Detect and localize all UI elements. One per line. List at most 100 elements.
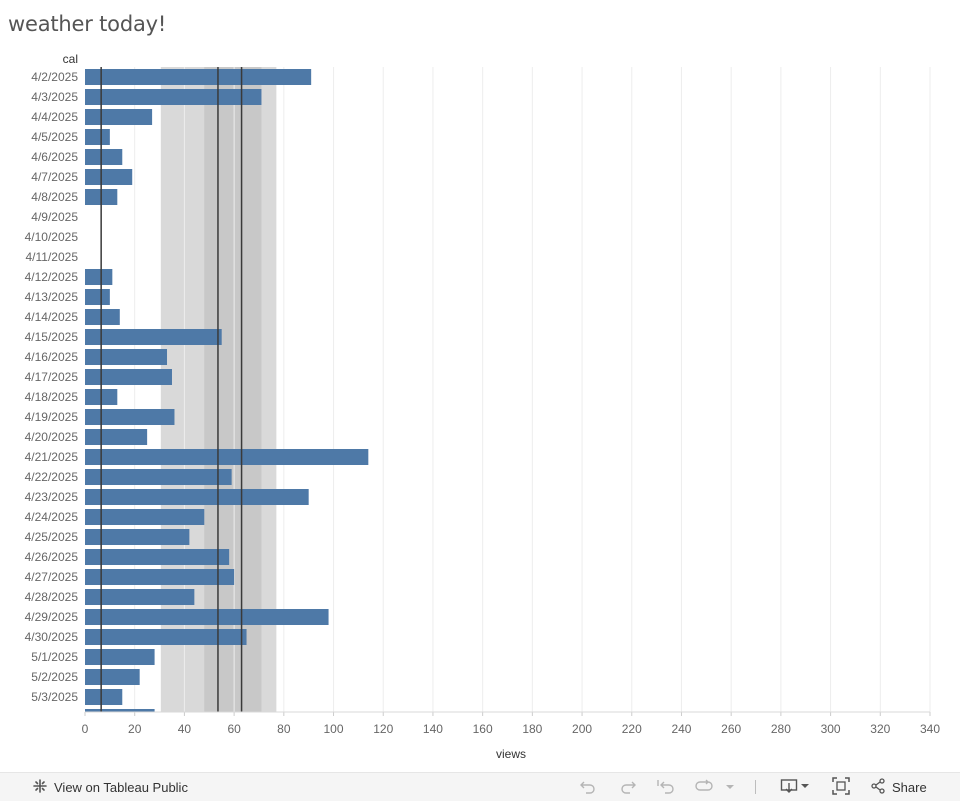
toolbar: View on Tableau Public bbox=[0, 772, 960, 801]
bar-chart: 4/2/2025 4/3/2025 4/4/2025 4/5/2025 4/6/2025… bbox=[25, 52, 941, 761]
x-tick-label-20: 20 bbox=[128, 722, 142, 736]
row-header: cal bbox=[63, 52, 78, 66]
bar-4/25/2025 bbox=[85, 529, 190, 545]
fullscreen-icon bbox=[832, 776, 850, 798]
redo-icon bbox=[618, 778, 638, 797]
x-tick-label-80: 80 bbox=[277, 722, 291, 736]
bar-4/23/2025 bbox=[85, 489, 309, 505]
bar-4/27/2025 bbox=[85, 569, 235, 585]
category-label-4/6/2025: 4/6/2025 bbox=[31, 150, 78, 164]
bar-4/24/2025 bbox=[85, 509, 205, 525]
x-tick-label-60: 60 bbox=[227, 722, 241, 736]
x-tick-label-220: 220 bbox=[622, 722, 642, 736]
category-label-4/9/2025: 4/9/2025 bbox=[31, 210, 78, 224]
category-label-4/30/2025: 4/30/2025 bbox=[25, 630, 79, 644]
category-labels: 4/2/2025 4/3/2025 4/4/2025 4/5/2025 4/6/2025… bbox=[25, 70, 79, 704]
category-label-4/13/2025: 4/13/2025 bbox=[25, 290, 79, 304]
x-tick-label-280: 280 bbox=[771, 722, 791, 736]
x-axis-title: views bbox=[496, 747, 526, 761]
reference-lines bbox=[100, 67, 243, 712]
category-label-4/25/2025: 4/25/2025 bbox=[25, 530, 79, 544]
bar-4/5/2025 bbox=[85, 129, 110, 145]
bar-4/30/2025 bbox=[85, 629, 247, 645]
share-label: Share bbox=[892, 779, 927, 795]
bar-4/22/2025 bbox=[85, 469, 232, 485]
bar-4/6/2025 bbox=[85, 149, 123, 165]
tableau-logo-icon bbox=[32, 778, 48, 797]
bar-4/13/2025 bbox=[85, 289, 110, 305]
undo-button[interactable] bbox=[578, 773, 598, 801]
share-button[interactable]: Share bbox=[870, 773, 927, 801]
bar-5/2/2025 bbox=[85, 669, 140, 685]
x-tick-label-200: 200 bbox=[572, 722, 592, 736]
bar-5/3/2025 bbox=[85, 689, 123, 705]
bar-partial bbox=[85, 709, 155, 712]
x-tick-label-180: 180 bbox=[522, 722, 542, 736]
category-label-4/17/2025: 4/17/2025 bbox=[25, 370, 79, 384]
x-tick-label-40: 40 bbox=[178, 722, 192, 736]
revert-icon bbox=[656, 778, 676, 797]
category-label-4/27/2025: 4/27/2025 bbox=[25, 570, 79, 584]
share-icon bbox=[870, 777, 886, 797]
bar-4/12/2025 bbox=[85, 269, 113, 285]
x-tick-label-260: 260 bbox=[721, 722, 741, 736]
category-label-4/15/2025: 4/15/2025 bbox=[25, 330, 79, 344]
category-label-4/8/2025: 4/8/2025 bbox=[31, 190, 78, 204]
x-tick-label-320: 320 bbox=[870, 722, 890, 736]
reference-band-1 bbox=[204, 67, 262, 712]
category-label-4/3/2025: 4/3/2025 bbox=[31, 90, 78, 104]
category-label-5/1/2025: 5/1/2025 bbox=[31, 650, 78, 664]
bar-4/15/2025 bbox=[85, 329, 222, 345]
download-icon bbox=[780, 778, 810, 797]
category-label-4/28/2025: 4/28/2025 bbox=[25, 590, 79, 604]
bar-4/20/2025 bbox=[85, 429, 148, 445]
category-label-4/16/2025: 4/16/2025 bbox=[25, 350, 79, 364]
category-label-4/5/2025: 4/5/2025 bbox=[31, 130, 78, 144]
category-label-4/29/2025: 4/29/2025 bbox=[25, 610, 79, 624]
bar-4/26/2025 bbox=[85, 549, 230, 565]
category-label-5/2/2025: 5/2/2025 bbox=[31, 670, 78, 684]
bars bbox=[85, 69, 369, 712]
bar-4/4/2025 bbox=[85, 109, 153, 125]
category-label-4/4/2025: 4/4/2025 bbox=[31, 110, 78, 124]
refresh-dropdown[interactable] bbox=[725, 773, 735, 801]
x-tick-label-240: 240 bbox=[671, 722, 691, 736]
bar-4/29/2025 bbox=[85, 609, 329, 625]
x-tick-label-0: 0 bbox=[82, 722, 89, 736]
fullscreen-button[interactable] bbox=[832, 773, 850, 801]
redo-button[interactable] bbox=[618, 773, 638, 801]
dropdown-icon bbox=[725, 780, 735, 795]
x-tick-label-300: 300 bbox=[821, 722, 841, 736]
viz-title: weather today! bbox=[8, 12, 167, 36]
view-on-tableau-label: View on Tableau Public bbox=[54, 779, 188, 795]
category-label-4/19/2025: 4/19/2025 bbox=[25, 410, 79, 424]
refresh-button[interactable] bbox=[694, 773, 714, 801]
bar-4/14/2025 bbox=[85, 309, 120, 325]
bar-4/17/2025 bbox=[85, 369, 172, 385]
view-on-tableau-button[interactable]: View on Tableau Public bbox=[32, 773, 188, 801]
category-label-4/11/2025: 4/11/2025 bbox=[26, 250, 79, 264]
toolbar-divider bbox=[755, 780, 756, 794]
category-label-4/21/2025: 4/21/2025 bbox=[25, 450, 79, 464]
category-label-4/2/2025: 4/2/2025 bbox=[31, 70, 78, 84]
category-label-4/12/2025: 4/12/2025 bbox=[25, 270, 79, 284]
x-tick-label-340: 340 bbox=[920, 722, 940, 736]
category-label-4/26/2025: 4/26/2025 bbox=[25, 550, 79, 564]
grid-lines bbox=[134, 67, 931, 712]
category-label-4/7/2025: 4/7/2025 bbox=[31, 170, 78, 184]
category-label-4/24/2025: 4/24/2025 bbox=[25, 510, 79, 524]
category-label-5/3/2025: 5/3/2025 bbox=[31, 690, 78, 704]
bar-4/21/2025 bbox=[85, 449, 369, 465]
revert-button[interactable] bbox=[656, 773, 676, 801]
category-label-4/18/2025: 4/18/2025 bbox=[25, 390, 79, 404]
x-axis-ticks: 0 20 40 60 80 100 120 140 160 180 200 220 240 260 280 3… bbox=[82, 711, 940, 736]
bar-5/1/2025 bbox=[85, 649, 155, 665]
bar-4/2/2025 bbox=[85, 69, 312, 85]
x-tick-label-120: 120 bbox=[373, 722, 393, 736]
undo-icon bbox=[578, 778, 598, 797]
category-label-4/20/2025: 4/20/2025 bbox=[25, 430, 79, 444]
bar-4/19/2025 bbox=[85, 409, 175, 425]
bar-4/16/2025 bbox=[85, 349, 168, 365]
download-button[interactable] bbox=[780, 773, 810, 801]
bar-4/7/2025 bbox=[85, 169, 133, 185]
